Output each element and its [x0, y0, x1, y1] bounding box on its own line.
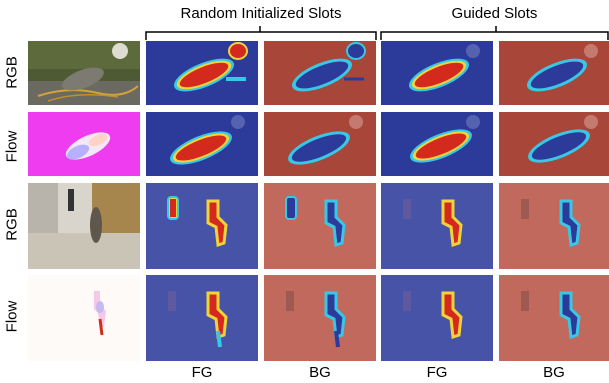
input-rgb-cat-indoor — [28, 183, 140, 269]
result-r4-random-bg — [264, 275, 376, 361]
row-label-rgb-1: RGB — [3, 56, 21, 89]
result-r1-guided-fg — [381, 41, 493, 105]
result-r3-guided-fg — [381, 183, 493, 269]
result-r1-random-bg — [264, 41, 376, 105]
input-flow-cat-indoor — [28, 275, 140, 361]
row-label-flow-1: Flow — [3, 130, 21, 163]
input-flow-cat-grass — [28, 112, 140, 176]
col-label-fg-1: FG — [191, 364, 213, 381]
row-label-rgb-2: RGB — [3, 208, 21, 241]
result-r1-guided-bg — [499, 41, 609, 105]
result-r4-guided-fg — [381, 275, 493, 361]
header-random-slots: Random Initialized Slots — [180, 5, 342, 22]
result-r2-guided-fg — [381, 112, 493, 176]
col-label-bg-1: BG — [309, 364, 331, 381]
result-r4-random-fg — [146, 275, 258, 361]
result-r3-random-bg — [264, 183, 376, 269]
header-brackets — [145, 26, 609, 40]
result-r2-guided-bg — [499, 112, 609, 176]
row-label-flow-2: Flow — [3, 300, 21, 333]
result-r3-random-fg — [146, 183, 258, 269]
col-label-bg-2: BG — [543, 364, 565, 381]
col-label-fg-2: FG — [426, 364, 448, 381]
result-r1-random-fg — [146, 41, 258, 105]
result-r3-guided-bg — [499, 183, 609, 269]
result-r2-random-fg — [146, 112, 258, 176]
result-r2-random-bg — [264, 112, 376, 176]
input-rgb-cat-grass — [28, 41, 140, 105]
header-guided-slots: Guided Slots — [451, 5, 538, 22]
result-r4-guided-bg — [499, 275, 609, 361]
